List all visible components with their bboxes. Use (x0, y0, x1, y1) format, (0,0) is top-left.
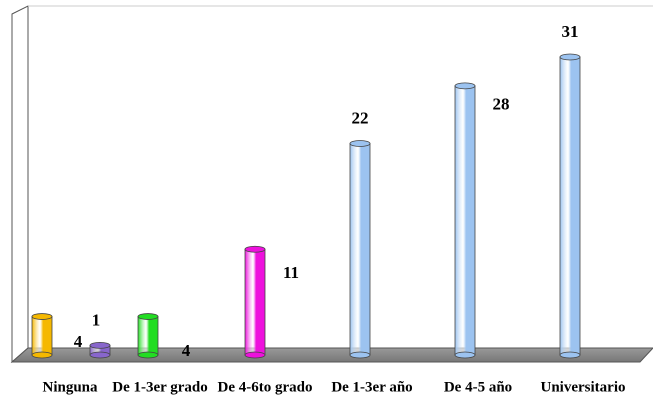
value-label: 22 (352, 108, 369, 127)
bar-base (349, 351, 371, 359)
value-label: 4 (182, 341, 191, 360)
floor (10, 347, 653, 363)
bar-top (31, 313, 53, 320)
value-label: 31 (562, 22, 579, 41)
x-tick-label: De 1-3er año (331, 379, 412, 395)
bar-base (244, 351, 266, 359)
bar-top (244, 245, 266, 253)
x-tick-label: De 4-6to grado (218, 379, 313, 395)
value-label: 4 (74, 332, 83, 351)
bar-body (244, 248, 266, 356)
bar-body (454, 85, 476, 356)
value-label: 28 (493, 95, 510, 114)
x-tick-label: Universitario (541, 379, 626, 395)
x-tick-label: De 4-5 año (444, 379, 512, 395)
bar-base (89, 351, 111, 359)
bar (244, 245, 266, 359)
bar-top (137, 313, 159, 320)
bar-base (454, 351, 476, 359)
bar-body (31, 316, 53, 356)
back-wall (11, 5, 29, 364)
bar (349, 140, 371, 359)
bar (89, 341, 111, 359)
bar (559, 53, 581, 359)
bar-top (559, 53, 581, 61)
bar-base (559, 351, 581, 359)
value-label: 11 (283, 263, 299, 282)
bar-base (31, 351, 53, 359)
value-label: 1 (92, 310, 101, 329)
bar (137, 313, 159, 359)
bar-top (454, 82, 476, 90)
x-tick-label: Ninguna (42, 379, 98, 395)
bar-top (89, 341, 111, 349)
x-tick-label: De 1-3er grado (112, 379, 208, 395)
bar-body (137, 316, 159, 356)
bar (31, 313, 53, 359)
bar-top (349, 140, 371, 147)
bar-body (349, 143, 371, 356)
bar-base (137, 351, 159, 359)
bar-body (559, 56, 581, 356)
bar (454, 82, 476, 359)
